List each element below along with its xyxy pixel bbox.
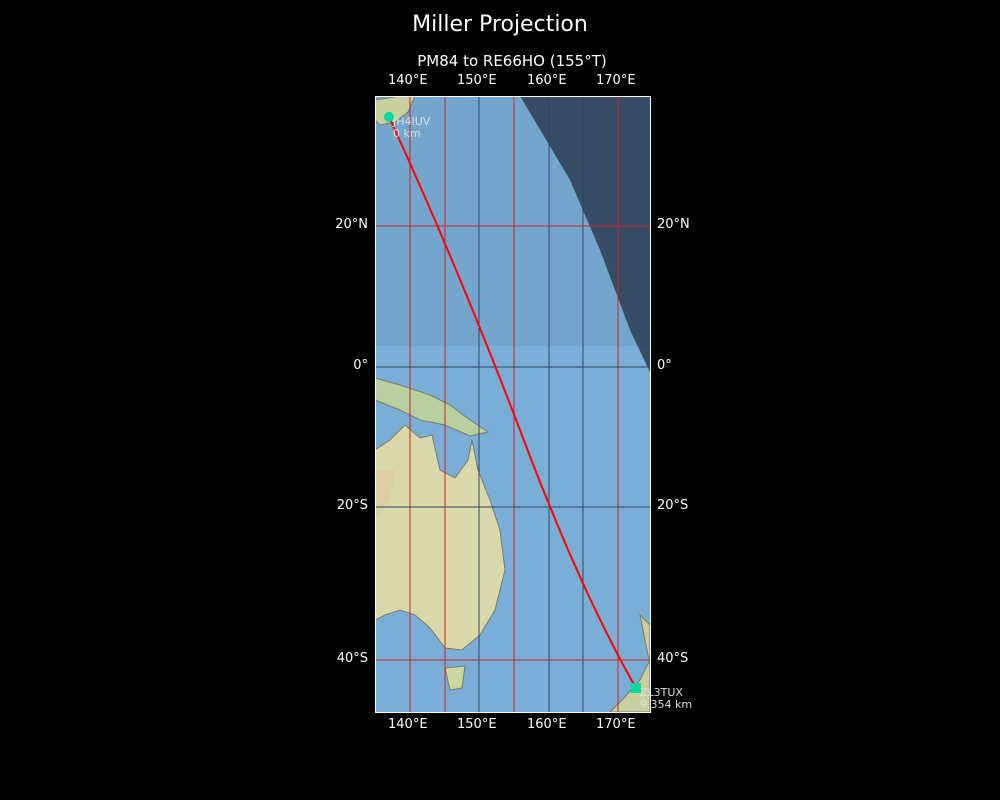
tasmania bbox=[444, 665, 466, 691]
lon-tick-top: 150°E bbox=[457, 73, 497, 88]
lat-tick-left: 20°N bbox=[335, 217, 368, 232]
lat-tick-left: 40°S bbox=[336, 651, 368, 666]
lon-tick-bottom: 170°E bbox=[596, 717, 636, 732]
lon-tick-top: 170°E bbox=[596, 73, 636, 88]
lon-tick-bottom: 160°E bbox=[527, 717, 567, 732]
map-frame bbox=[375, 96, 651, 713]
lat-tick-left: 20°S bbox=[336, 498, 368, 513]
end-marker bbox=[631, 683, 641, 693]
lon-tick-top: 140°E bbox=[388, 73, 428, 88]
start-distance: 0 km bbox=[393, 127, 421, 140]
start-callsign: JH4IUV bbox=[393, 115, 431, 128]
end-distance: 9,354 km bbox=[640, 698, 693, 711]
map-subtitle: PM84 to RE66HO (155°T) bbox=[417, 52, 607, 70]
map-title: Miller Projection bbox=[412, 12, 588, 37]
lat-tick-right: 40°S bbox=[657, 651, 689, 666]
lat-tick-right: 0° bbox=[657, 358, 672, 373]
lat-tick-right: 20°N bbox=[657, 217, 690, 232]
lon-tick-bottom: 140°E bbox=[388, 717, 428, 732]
lat-tick-right: 20°S bbox=[657, 498, 689, 513]
end-callsign: ZL3TUX bbox=[640, 686, 683, 699]
lon-tick-bottom: 150°E bbox=[457, 717, 497, 732]
start-marker bbox=[384, 112, 394, 122]
lat-tick-left: 0° bbox=[353, 358, 368, 373]
great-circle-path bbox=[388, 116, 637, 689]
lon-tick-top: 160°E bbox=[527, 73, 567, 88]
